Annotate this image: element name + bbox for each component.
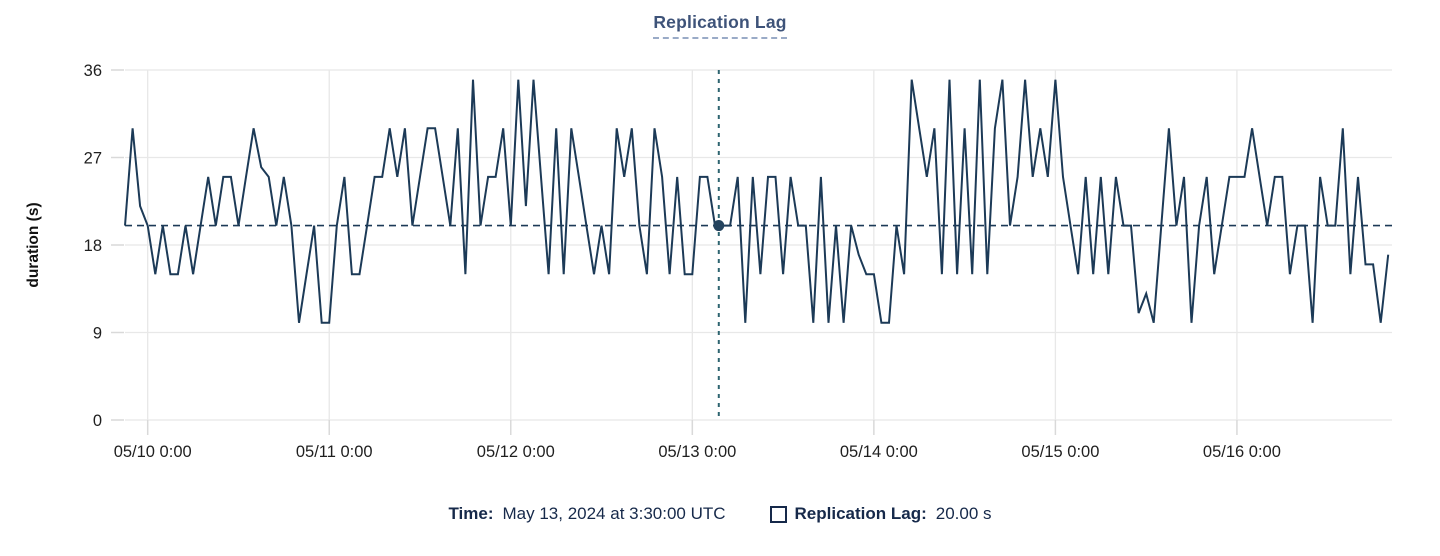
- series-line-replication-lag: [124, 79, 1390, 324]
- legend-series-value: 20.00 s: [935, 504, 992, 523]
- legend-time-value: May 13, 2024 at 3:30:00 UTC: [502, 504, 726, 523]
- series-square-outline-icon[interactable]: [769, 505, 787, 523]
- legend-series-label: Replication Lag:: [794, 504, 927, 523]
- y-tick-label: 0: [93, 412, 102, 430]
- legend: Time: May 13, 2024 at 3:30:00 UTC Replic…: [0, 504, 1440, 524]
- x-tick-label: 05/12 0:00: [477, 443, 555, 461]
- y-tick-label: 36: [84, 62, 102, 80]
- x-tick-label: 05/16 0:00: [1203, 443, 1281, 461]
- y-axis-title: duration (s): [25, 202, 42, 287]
- x-tick-label: 05/10 0:00: [114, 443, 192, 461]
- x-tick-label: 05/11 0:00: [296, 443, 373, 461]
- crosshair-dot[interactable]: [713, 220, 725, 232]
- x-tick-label: 05/13 0:00: [658, 443, 736, 461]
- y-tick-label: 18: [84, 237, 102, 255]
- x-tick-label: 05/15 0:00: [1021, 443, 1099, 461]
- x-tick-label: 05/14 0:00: [840, 443, 918, 461]
- plot-area[interactable]: 0 9 18 27 36 05/10 0:00 05/11 0:00 05/12 0:00 05…: [0, 0, 1440, 500]
- chart-header: Replication Lag: [0, 12, 1440, 39]
- y-tick-label: 27: [84, 150, 102, 168]
- legend-time-label: Time:: [448, 504, 494, 523]
- chart-title[interactable]: Replication Lag: [653, 12, 787, 39]
- y-tick-label: 9: [93, 325, 102, 343]
